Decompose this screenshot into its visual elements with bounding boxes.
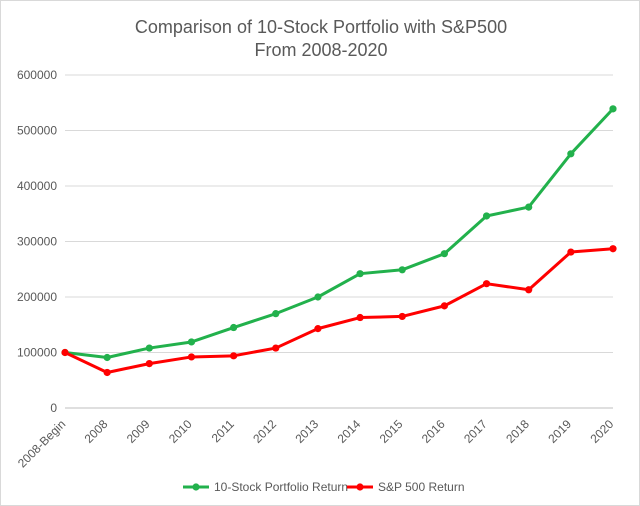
data-point-series-0 (230, 323, 238, 332)
data-point-series-1 (314, 325, 322, 333)
x-tick-label: 2017 (461, 417, 490, 446)
y-tick-label: 500000 (17, 124, 57, 138)
axes: 0 100000 200000 300000 400000 500000 600000 200… (15, 68, 617, 470)
data-point-series-1 (187, 353, 196, 361)
data-point-series-1 (272, 344, 280, 352)
data-point-series-0 (609, 105, 617, 113)
data-point-series-1 (609, 245, 617, 253)
data-point-series-1 (440, 302, 448, 310)
x-tick-label: 2010 (166, 417, 195, 446)
data-point-series-1 (230, 352, 238, 360)
data-point-series-1 (356, 313, 364, 322)
x-tick-label: 2009 (124, 417, 153, 446)
data-point-series-0 (567, 150, 575, 158)
legend-label: 10-Stock Portfolio Return (214, 480, 348, 494)
y-tick-label: 600000 (17, 68, 57, 82)
data-point-series-0 (482, 212, 491, 220)
data-point-series-1 (145, 360, 153, 368)
legend-label: S&P 500 Return (378, 480, 465, 494)
legend: 10-Stock Portfolio Return S&P 500 Return (183, 480, 465, 494)
series-lines (61, 105, 617, 377)
x-tick-label: 2019 (545, 417, 574, 446)
series-line-1 (63, 247, 615, 374)
y-tick-label: 300000 (17, 235, 57, 249)
x-tick-label: 2020 (588, 417, 617, 446)
x-tick-label: 2008-Begin (15, 417, 68, 470)
data-point-series-1 (567, 248, 575, 256)
y-tick-label: 400000 (17, 179, 57, 193)
data-point-series-1 (103, 368, 111, 377)
data-point-series-1 (482, 280, 491, 288)
x-tick-label: 2013 (292, 417, 321, 446)
gridlines (65, 74, 613, 353)
data-point-series-0 (356, 270, 364, 278)
series-line-0 (63, 107, 615, 359)
x-tick-label: 2012 (250, 417, 279, 446)
data-point-series-0 (440, 250, 448, 258)
x-tick-label: 2015 (377, 417, 406, 446)
x-tick-label: 2016 (419, 417, 448, 446)
x-tick-label: 2011 (209, 417, 237, 445)
y-tick-label: 0 (50, 401, 57, 415)
data-point-series-0 (314, 293, 322, 301)
y-tick-label: 200000 (17, 290, 57, 304)
legend-swatch-marker (356, 483, 364, 491)
x-tick-label: 2018 (503, 417, 532, 446)
data-point-series-1 (525, 286, 533, 294)
chart-title-line-1: Comparison of 10-Stock Portfolio with S&… (135, 17, 507, 37)
data-point-series-0 (272, 310, 280, 318)
data-point-series-1 (398, 312, 406, 321)
data-point-series-0 (145, 344, 153, 352)
x-tick-label: 2008 (82, 417, 111, 446)
data-point-series-0 (103, 353, 111, 362)
y-tick-label: 100000 (17, 346, 57, 360)
x-tick-label: 2014 (335, 417, 364, 446)
data-point-series-0 (525, 203, 533, 211)
data-point-series-0 (398, 266, 406, 274)
data-point-series-1 (61, 348, 69, 357)
legend-swatch-marker (192, 483, 200, 491)
chart-title-line-2: From 2008-2020 (254, 40, 387, 60)
data-point-series-0 (187, 338, 196, 346)
